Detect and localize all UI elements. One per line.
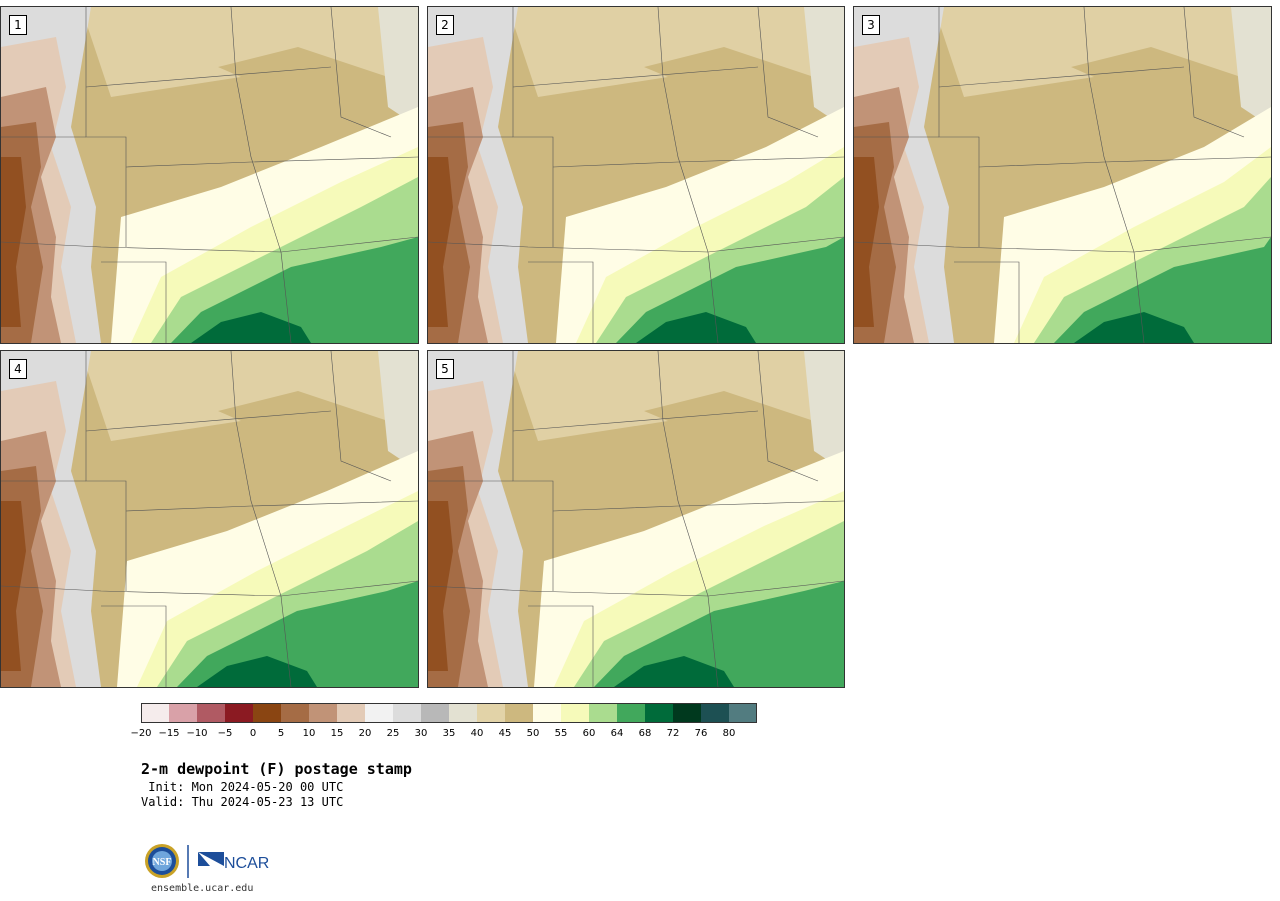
colorbar-tick-label: −20: [130, 728, 152, 739]
dewpoint-map: [428, 7, 844, 343]
dewpoint-map: [854, 7, 1271, 343]
colorbar-swatch: [337, 703, 365, 723]
ensemble-member-panel-5: 5: [427, 350, 845, 688]
colorbar-swatch: [169, 703, 197, 723]
dewpoint-map: [428, 351, 844, 687]
colorbar-tick-label: 40: [470, 728, 484, 739]
ensemble-member-panel-4: 4: [0, 350, 419, 688]
colorbar: [141, 703, 757, 723]
member-label: 3: [862, 15, 880, 35]
chart-title: 2-m dewpoint (F) postage stamp: [141, 760, 412, 778]
colorbar-tick-label: 60: [582, 728, 596, 739]
colorbar-tick-label: 80: [722, 728, 736, 739]
website-url: ensemble.ucar.edu: [151, 883, 254, 894]
colorbar-tick-label: 30: [414, 728, 428, 739]
nsf-logo: NSF: [145, 844, 179, 878]
colorbar-tick-label: 72: [666, 728, 680, 739]
colorbar-swatch: [477, 703, 505, 723]
colorbar-tick-label: 64: [610, 728, 624, 739]
member-label: 2: [436, 15, 454, 35]
colorbar-swatch: [701, 703, 729, 723]
colorbar-swatch: [421, 703, 449, 723]
colorbar-swatch: [365, 703, 393, 723]
colorbar-tick-label: −5: [217, 728, 233, 739]
colorbar-tick-label: 76: [694, 728, 708, 739]
colorbar-swatch: [197, 703, 225, 723]
init-time: Init: Mon 2024-05-20 00 UTC: [141, 780, 344, 794]
dewpoint-map: [1, 7, 418, 343]
colorbar-tick-label: 20: [358, 728, 372, 739]
colorbar-tick-label: 10: [302, 728, 316, 739]
colorbar-swatch: [309, 703, 337, 723]
ncar-logo: NCAR: [198, 852, 269, 872]
colorbar-swatch: [645, 703, 673, 723]
colorbar-swatch: [225, 703, 253, 723]
colorbar-tick-label: 68: [638, 728, 652, 739]
colorbar-tick-label: −15: [158, 728, 180, 739]
colorbar-swatch: [561, 703, 589, 723]
colorbar-swatch: [281, 703, 309, 723]
colorbar-tick-label: 45: [498, 728, 512, 739]
colorbar-tick-labels: −20 −15 −10 −5 0 5 10 15 20 25 30 35 40 45 50 55 60 64 68 7…: [130, 728, 781, 742]
colorbar-swatch: [393, 703, 421, 723]
colorbar-tick-label: −10: [186, 728, 208, 739]
colorbar-swatch: [253, 703, 281, 723]
colorbar-swatch: [729, 703, 757, 723]
colorbar-tick-label: 35: [442, 728, 456, 739]
colorbar-tick-label: 0: [249, 728, 257, 739]
member-label: 1: [9, 15, 27, 35]
member-label: 5: [436, 359, 454, 379]
dewpoint-map: [1, 351, 418, 687]
ensemble-member-panel-2: 2: [427, 6, 845, 344]
colorbar-swatch: [141, 703, 169, 723]
colorbar-tick-label: 50: [526, 728, 540, 739]
colorbar-swatch: [505, 703, 533, 723]
ensemble-member-panel-1: 1: [0, 6, 419, 344]
colorbar-tick-label: 55: [554, 728, 568, 739]
colorbar-tick-label: 15: [330, 728, 344, 739]
colorbar-swatch: [533, 703, 561, 723]
colorbar-swatch: [617, 703, 645, 723]
colorbar-tick-label: 25: [386, 728, 400, 739]
colorbar-swatch: [673, 703, 701, 723]
valid-time: Valid: Thu 2024-05-23 13 UTC: [141, 795, 344, 809]
ncar-logo-text: NCAR: [224, 855, 269, 872]
colorbar-tick-label: 5: [277, 728, 285, 739]
colorbar-swatch: [589, 703, 617, 723]
logos: NSF NCAR: [145, 844, 269, 878]
colorbar-swatch: [449, 703, 477, 723]
nsf-logo-text: NSF: [153, 857, 172, 868]
ensemble-member-panel-3: 3: [853, 6, 1272, 344]
member-label: 4: [9, 359, 27, 379]
